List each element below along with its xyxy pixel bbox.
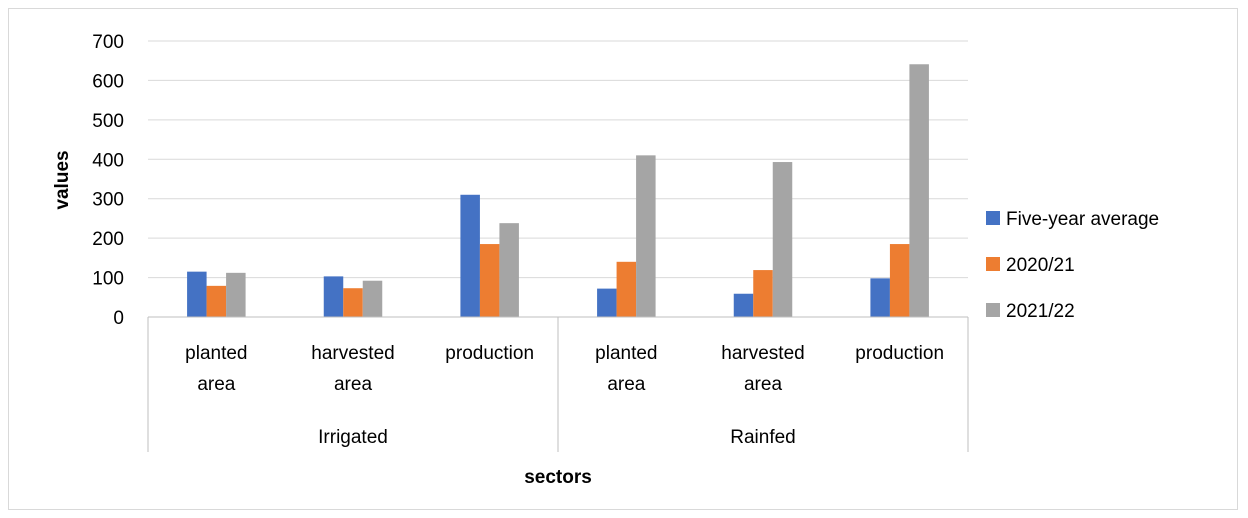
bar	[753, 270, 773, 317]
bar	[323, 276, 344, 317]
legend-label: 2021/22	[1006, 301, 1075, 322]
y-tick-label: 300	[92, 190, 124, 211]
bar	[460, 194, 480, 317]
x-category-label: planted	[185, 343, 247, 364]
x-category-label: harvested	[311, 343, 394, 364]
axes	[147, 316, 969, 452]
legend: Five-year average 2020/21 2021/22	[986, 209, 1159, 322]
legend-label: Five-year average	[1006, 209, 1159, 230]
bar	[870, 278, 890, 317]
legend-swatch	[986, 257, 1000, 271]
y-tick-label: 500	[92, 111, 124, 132]
bar	[343, 288, 363, 317]
x-category-label: harvested	[721, 343, 804, 364]
bar	[187, 271, 207, 317]
legend-label: 2020/21	[1006, 255, 1075, 276]
x-category-label: area	[197, 374, 235, 395]
y-tick-label: 200	[92, 229, 124, 250]
bars	[187, 64, 929, 318]
x-category-label: area	[334, 374, 372, 395]
legend-swatch	[986, 211, 1000, 225]
bar	[909, 64, 929, 318]
bar	[499, 223, 519, 317]
x-axis-title: sectors	[524, 467, 592, 488]
chart-frame	[8, 8, 1238, 510]
bar	[636, 155, 656, 317]
gridlines	[148, 40, 968, 279]
bar	[479, 244, 500, 317]
bar	[772, 162, 793, 317]
x-group-label: Irrigated	[318, 427, 388, 448]
y-tick-label: 0	[113, 308, 124, 329]
y-axis-title: values	[52, 150, 73, 209]
x-category-label: production	[445, 343, 534, 364]
legend-swatch	[986, 303, 1000, 317]
y-tick-label: 100	[92, 269, 124, 290]
bar	[733, 293, 754, 317]
x-category-label: production	[855, 343, 944, 364]
bar	[226, 272, 246, 317]
y-tick-label: 400	[92, 150, 124, 171]
bar	[206, 285, 227, 317]
bar	[889, 244, 910, 317]
x-category-label: area	[607, 374, 645, 395]
y-tick-label: 700	[92, 32, 124, 53]
bar	[616, 261, 637, 317]
bar	[597, 288, 617, 317]
x-category-labels: planted area harvested area production Irriga…	[185, 343, 944, 448]
y-tick-labels: 0 100 200 300 400 500 600 700	[92, 32, 124, 329]
x-group-label: Rainfed	[730, 427, 796, 448]
x-category-label: planted	[595, 343, 657, 364]
bar	[362, 280, 383, 317]
y-tick-label: 600	[92, 71, 124, 92]
x-category-label: area	[744, 374, 782, 395]
